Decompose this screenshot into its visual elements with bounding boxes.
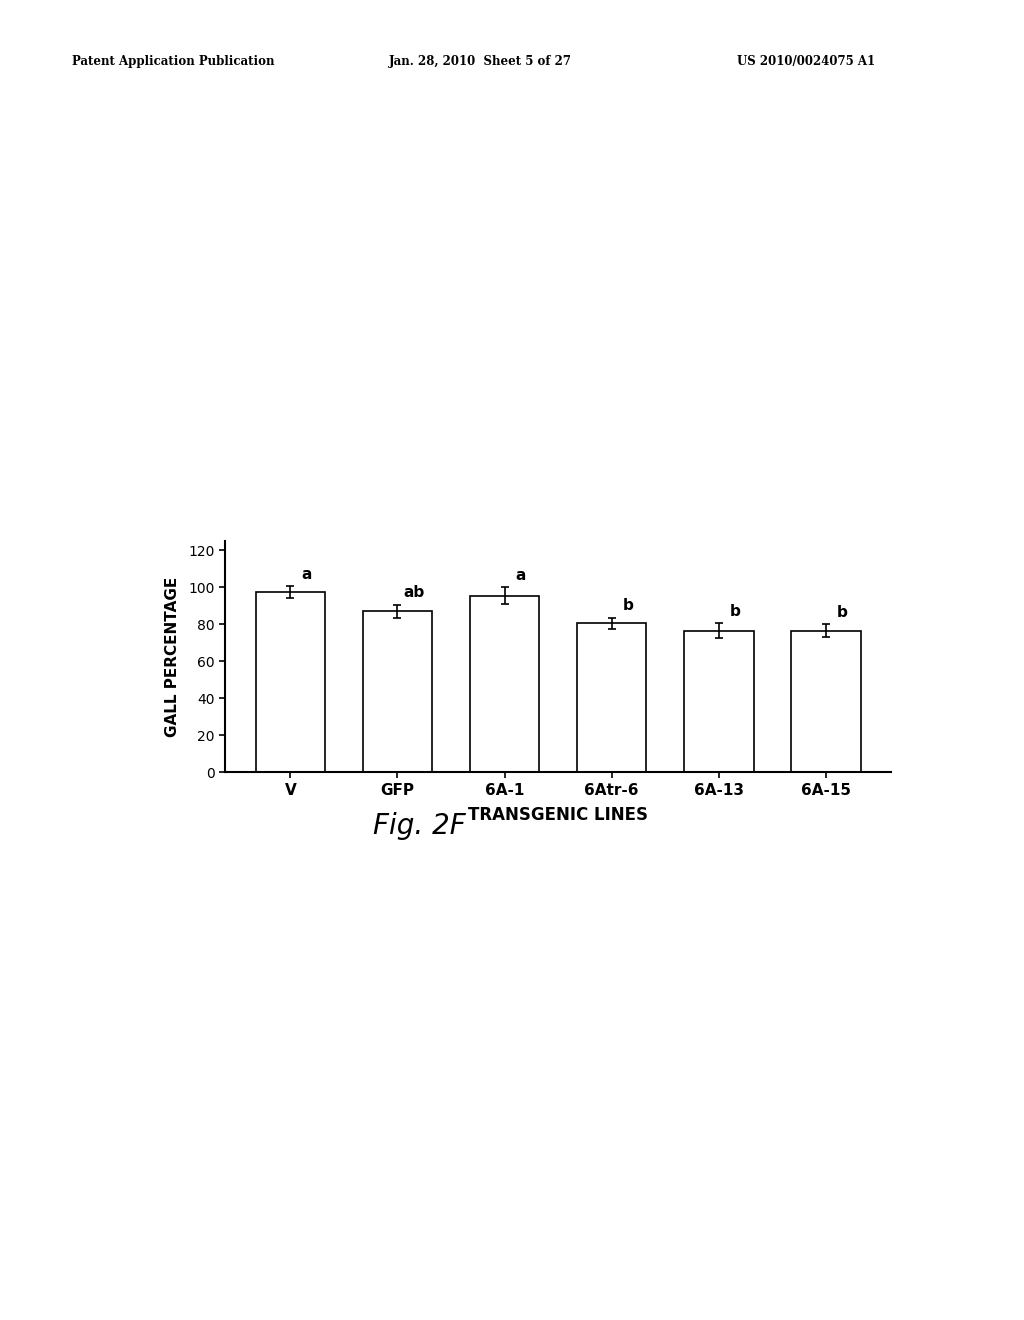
- Text: US 2010/0024075 A1: US 2010/0024075 A1: [737, 55, 876, 69]
- Bar: [362, 611, 432, 772]
- Text: a: a: [301, 566, 311, 582]
- Text: ab: ab: [402, 585, 424, 601]
- Text: b: b: [729, 603, 740, 619]
- Text: Patent Application Publication: Patent Application Publication: [72, 55, 274, 69]
- Text: b: b: [837, 605, 847, 620]
- Bar: [256, 591, 326, 772]
- Bar: [577, 623, 646, 772]
- Text: a: a: [515, 568, 525, 583]
- Text: b: b: [623, 598, 633, 614]
- Bar: [470, 595, 540, 772]
- Bar: [684, 631, 754, 772]
- X-axis label: TRANSGENIC LINES: TRANSGENIC LINES: [468, 807, 648, 824]
- Bar: [791, 631, 860, 772]
- Y-axis label: GALL PERCENTAGE: GALL PERCENTAGE: [165, 577, 180, 737]
- Text: Fig. 2F: Fig. 2F: [374, 812, 466, 840]
- Text: Jan. 28, 2010  Sheet 5 of 27: Jan. 28, 2010 Sheet 5 of 27: [389, 55, 572, 69]
